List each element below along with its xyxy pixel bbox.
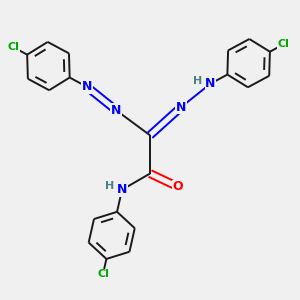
Text: N: N [117, 183, 127, 196]
Text: Cl: Cl [97, 269, 109, 279]
Text: Cl: Cl [278, 39, 290, 49]
Text: Cl: Cl [8, 42, 20, 52]
Text: N: N [82, 80, 92, 93]
Text: H: H [194, 76, 202, 86]
Text: N: N [176, 101, 186, 114]
Text: O: O [173, 180, 183, 193]
Text: N: N [111, 104, 121, 117]
Text: H: H [105, 181, 114, 191]
Text: N: N [205, 77, 215, 90]
